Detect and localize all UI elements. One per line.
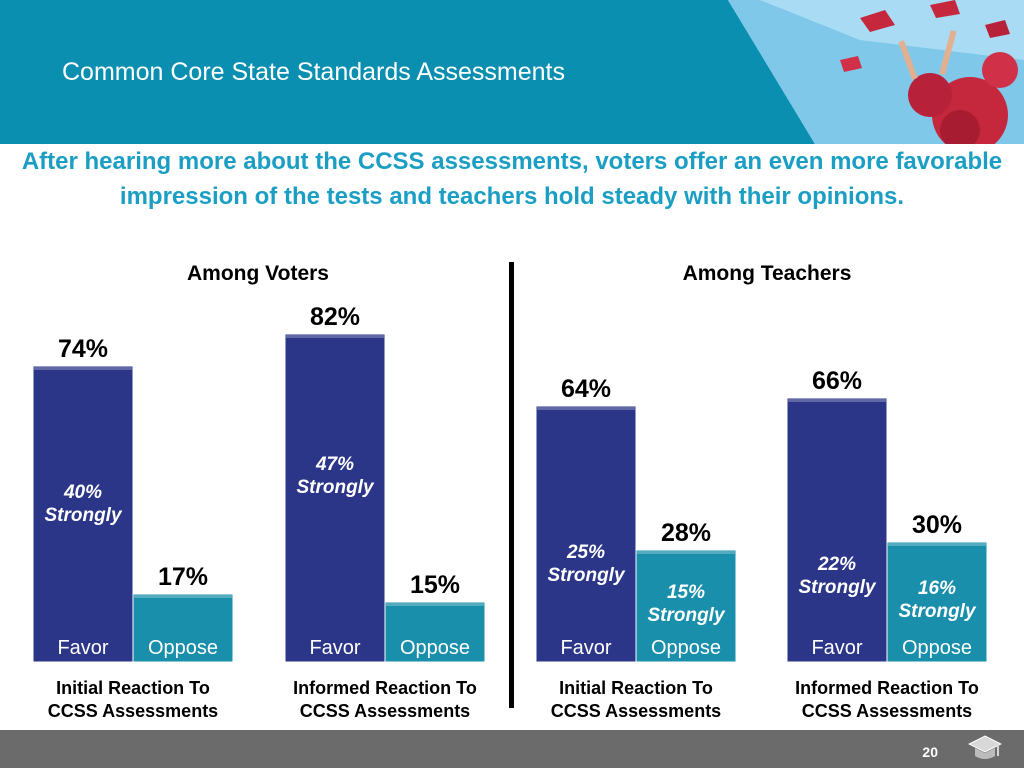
value-label: 82% <box>310 303 360 331</box>
graduation-cap-icon <box>968 735 1002 759</box>
strongly-percent-label: 25% <box>566 542 605 563</box>
value-label: 28% <box>661 519 711 547</box>
chart-title-line: CCSS Assessments <box>551 701 721 721</box>
category-label: Favor <box>811 637 862 659</box>
value-label: 74% <box>58 335 108 363</box>
bar-oppose <box>132 593 234 663</box>
graduation-photo <box>728 0 1024 144</box>
header-band <box>0 0 1024 144</box>
chart-title-line: CCSS Assessments <box>48 701 218 721</box>
footer-bar <box>0 730 1024 768</box>
bar-highlight <box>888 543 986 546</box>
strongly-label: Strongly <box>44 505 122 526</box>
value-label: 17% <box>158 563 208 591</box>
bar-oppose <box>384 601 486 663</box>
strongly-label: Strongly <box>798 577 876 598</box>
value-label: 64% <box>561 375 611 403</box>
section-title-teachers: Among Teachers <box>682 262 852 285</box>
chart-title-line: CCSS Assessments <box>300 701 470 721</box>
category-label: Oppose <box>400 637 470 659</box>
bar-highlight <box>34 367 132 370</box>
category-label: Oppose <box>651 637 721 659</box>
value-label: 66% <box>812 367 862 395</box>
bar-highlight <box>637 551 735 554</box>
bar-favor <box>32 365 134 663</box>
strongly-label: Strongly <box>296 477 374 498</box>
bar-oppose <box>886 541 988 663</box>
headline: After hearing more about the CCSS assess… <box>21 148 1003 210</box>
chart-title-line: Informed Reaction To <box>795 678 979 698</box>
bar-highlight <box>386 603 484 606</box>
bar-highlight <box>788 399 886 402</box>
bar-highlight <box>537 407 635 410</box>
bar-oppose <box>635 549 737 663</box>
strongly-label: Strongly <box>898 601 976 622</box>
strongly-percent-label: 16% <box>918 578 956 599</box>
category-label: Oppose <box>148 637 218 659</box>
chart-title-line: Initial Reaction To <box>559 678 713 698</box>
category-label: Oppose <box>902 637 972 659</box>
strongly-percent-label: 40% <box>63 482 102 503</box>
bar-highlight <box>134 595 232 598</box>
chart-title-line: Informed Reaction To <box>293 678 477 698</box>
bar-favor <box>535 405 637 663</box>
section-divider <box>509 262 514 708</box>
strongly-percent-label: 22% <box>817 554 856 575</box>
strongly-label: Strongly <box>547 565 625 586</box>
category-label: Favor <box>560 637 611 659</box>
chart-title-line: Initial Reaction To <box>56 678 210 698</box>
value-label: 30% <box>912 511 962 539</box>
bar-favor <box>284 333 386 663</box>
bar-favor <box>786 397 888 663</box>
category-label: Favor <box>57 637 108 659</box>
header-teal-shape <box>0 0 815 144</box>
section-title-voters: Among Voters <box>187 262 329 285</box>
bar-highlight <box>286 335 384 338</box>
value-label: 15% <box>410 571 460 599</box>
chart-title-line: CCSS Assessments <box>802 701 972 721</box>
page-number: 20 <box>922 744 938 760</box>
strongly-label: Strongly <box>647 605 725 626</box>
slide-title: Common Core State Standards Assessments <box>62 58 566 86</box>
strongly-percent-label: 47% <box>315 454 354 475</box>
strongly-percent-label: 15% <box>667 582 705 603</box>
category-label: Favor <box>309 637 360 659</box>
